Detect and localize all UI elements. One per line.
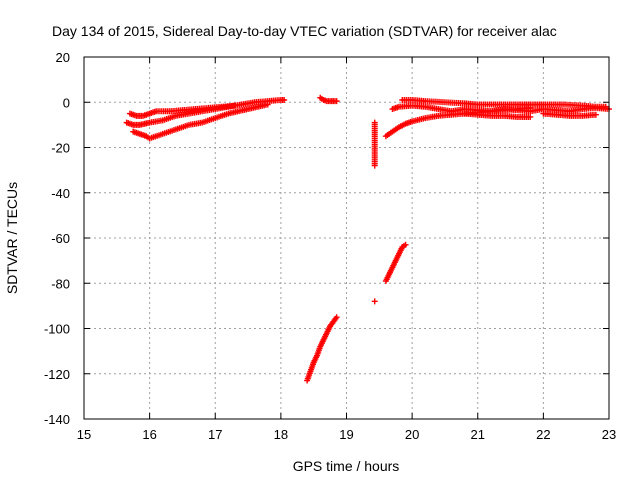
x-tick-label: 16 [142, 427, 156, 442]
x-tick-label: 23 [602, 427, 616, 442]
y-tick-label: -140 [44, 412, 70, 427]
data-points [123, 94, 612, 384]
data-point-isolated-194 [371, 298, 378, 305]
data-point-upper-band-b [281, 96, 288, 103]
plot-frame [83, 56, 610, 420]
x-tick-label: 17 [208, 427, 222, 442]
y-tick-label: -80 [51, 276, 70, 291]
y-tick-label: 20 [56, 50, 70, 65]
y-tick-labels: 20 0 -20 -40 -60 -80 -100 -120 -140 [44, 50, 70, 427]
data-point-descent-1840 [333, 314, 340, 321]
data-point-right-band-d [592, 111, 599, 118]
y-tick-label: 0 [63, 95, 70, 110]
x-tick-labels: 15 16 17 18 19 20 21 22 23 [77, 427, 616, 442]
x-tick-label: 21 [471, 427, 485, 442]
y-tick-label: -100 [44, 322, 70, 337]
data-point-upper-band-c [264, 101, 271, 108]
y-tick-label: -40 [51, 186, 70, 201]
x-tick-label: 18 [274, 427, 288, 442]
x-tick-label: 19 [339, 427, 353, 442]
x-tick-label: 20 [405, 427, 419, 442]
y-axis-label: SDTVAR / TECUs [4, 182, 20, 294]
y-tick-label: -60 [51, 231, 70, 246]
data-point-right-curve [527, 104, 534, 111]
data-point-right-band-c [527, 113, 534, 120]
y-tick-label: -120 [44, 367, 70, 382]
data-point-pass-185 [333, 98, 340, 105]
data-point-ascent-196 [402, 241, 409, 248]
y-tick-label: -20 [51, 141, 70, 156]
x-axis-label: GPS time / hours [293, 458, 400, 474]
x-tick-label: 22 [536, 427, 550, 442]
x-tick-label: 15 [77, 427, 91, 442]
chart-title: Day 134 of 2015, Sidereal Day-to-day VTE… [52, 23, 557, 39]
data-point-isolated-194 [371, 162, 378, 169]
